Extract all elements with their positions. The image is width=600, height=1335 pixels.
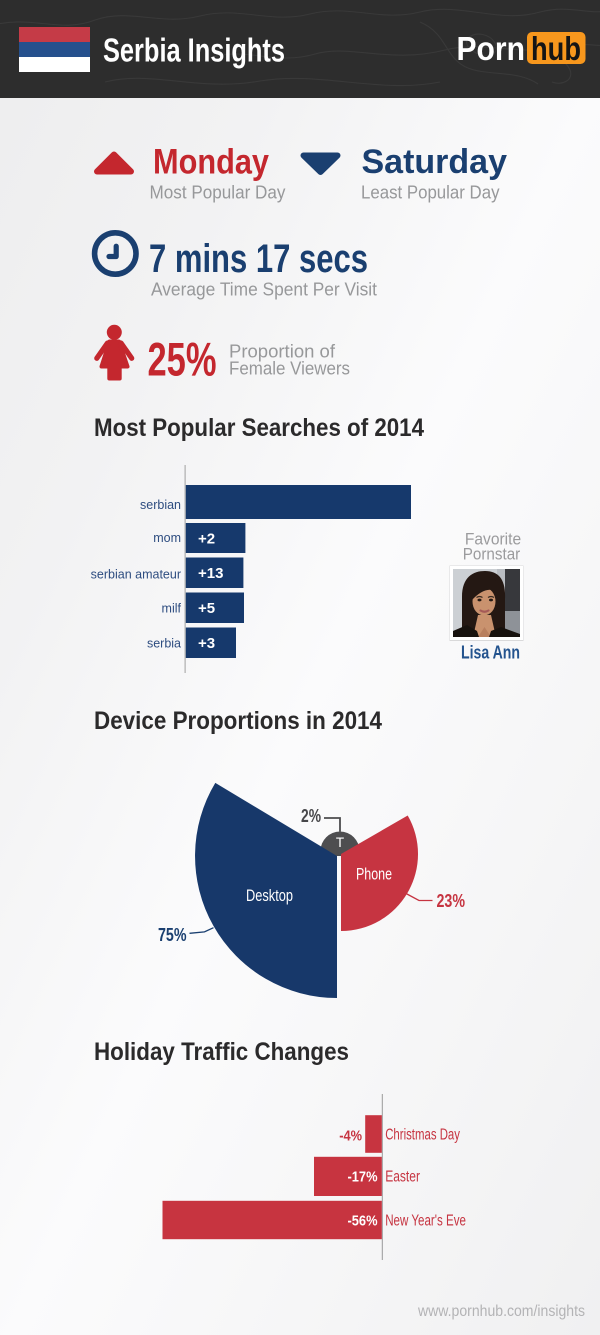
svg-text:Easter: Easter [385,1169,420,1186]
svg-text:Device Proportions in 2014: Device Proportions in 2014 [94,707,382,735]
svg-text:milf: milf [162,602,182,616]
svg-text:serbian amateur: serbian amateur [91,567,181,581]
svg-text:-56%: -56% [348,1213,378,1230]
svg-text:+5: +5 [198,600,215,617]
svg-text:Lisa Ann: Lisa Ann [461,642,520,663]
svg-text:Average Time Spent Per Visit: Average Time Spent Per Visit [151,279,377,300]
svg-text:23%: 23% [437,890,466,911]
svg-text:serbian: serbian [140,498,181,512]
svg-text:Christmas Day: Christmas Day [385,1127,460,1144]
svg-text:Pornstar: Pornstar [463,546,521,564]
svg-text:7 mins 17 secs: 7 mins 17 secs [149,237,368,281]
svg-text:Serbia Insights: Serbia Insights [103,32,285,69]
svg-text:Holiday Traffic Changes: Holiday Traffic Changes [94,1038,349,1066]
svg-text:25%: 25% [148,333,217,386]
svg-text:Most Popular Searches of 2014: Most Popular Searches of 2014 [94,414,424,442]
svg-text:hub: hub [531,30,581,67]
svg-text:Desktop: Desktop [246,887,293,905]
svg-text:Most Popular Day: Most Popular Day [150,182,287,203]
svg-text:Porn: Porn [457,30,526,67]
svg-text:+2: +2 [198,530,215,547]
svg-text:+13: +13 [198,565,223,582]
svg-text:Monday: Monday [153,143,269,182]
svg-text:Saturday: Saturday [362,143,508,181]
svg-text:Proportion of: Proportion of [229,341,336,362]
svg-text:T: T [336,835,344,850]
svg-text:Favorite: Favorite [465,531,521,549]
svg-text:2%: 2% [301,806,321,826]
svg-text:-17%: -17% [348,1169,378,1186]
svg-text:mom: mom [153,531,181,545]
svg-text:75%: 75% [158,924,187,945]
svg-text:www.pornhub.com/insights: www.pornhub.com/insights [417,1303,585,1320]
svg-text:+3: +3 [198,635,215,652]
svg-text:Phone: Phone [356,866,392,884]
svg-text:Female Viewers: Female Viewers [229,358,350,379]
svg-text:Least Popular Day: Least Popular Day [361,182,500,203]
svg-text:serbia: serbia [147,637,181,651]
svg-text:-4%: -4% [339,1128,362,1145]
svg-text:New Year's Eve: New Year's Eve [385,1213,466,1230]
